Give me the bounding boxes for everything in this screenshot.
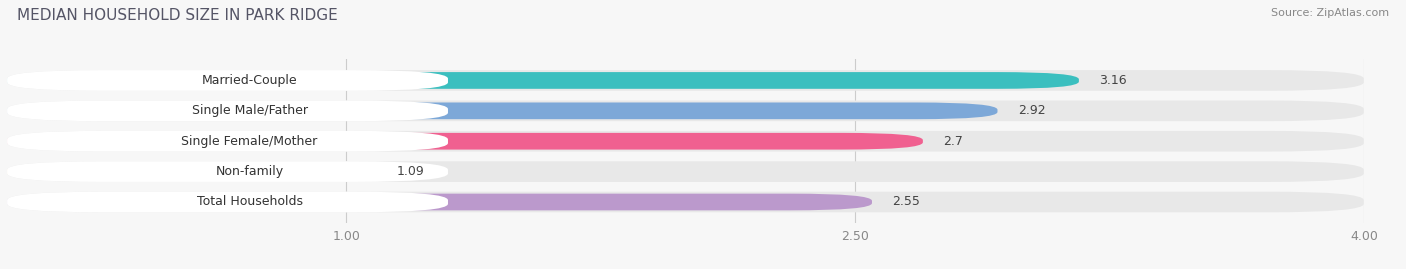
Text: Non-family: Non-family xyxy=(215,165,284,178)
FancyBboxPatch shape xyxy=(7,70,449,91)
FancyBboxPatch shape xyxy=(7,161,1364,182)
Text: Single Female/Mother: Single Female/Mother xyxy=(181,135,318,148)
Text: 2.92: 2.92 xyxy=(1018,104,1046,117)
FancyBboxPatch shape xyxy=(7,101,1364,121)
Text: Married-Couple: Married-Couple xyxy=(201,74,297,87)
FancyBboxPatch shape xyxy=(7,70,1364,91)
Text: 2.7: 2.7 xyxy=(943,135,963,148)
FancyBboxPatch shape xyxy=(7,192,449,212)
Text: Single Male/Father: Single Male/Father xyxy=(191,104,308,117)
FancyBboxPatch shape xyxy=(7,192,1364,212)
FancyBboxPatch shape xyxy=(7,161,449,182)
Text: Total Households: Total Households xyxy=(197,196,302,208)
Text: 1.09: 1.09 xyxy=(396,165,425,178)
FancyBboxPatch shape xyxy=(7,131,449,151)
FancyBboxPatch shape xyxy=(7,194,872,210)
FancyBboxPatch shape xyxy=(7,133,922,150)
Text: 2.55: 2.55 xyxy=(893,196,920,208)
FancyBboxPatch shape xyxy=(7,102,997,119)
Text: 3.16: 3.16 xyxy=(1099,74,1126,87)
Text: MEDIAN HOUSEHOLD SIZE IN PARK RIDGE: MEDIAN HOUSEHOLD SIZE IN PARK RIDGE xyxy=(17,8,337,23)
Text: Source: ZipAtlas.com: Source: ZipAtlas.com xyxy=(1271,8,1389,18)
FancyBboxPatch shape xyxy=(7,72,1078,89)
FancyBboxPatch shape xyxy=(7,101,449,121)
FancyBboxPatch shape xyxy=(7,163,377,180)
FancyBboxPatch shape xyxy=(7,131,1364,151)
